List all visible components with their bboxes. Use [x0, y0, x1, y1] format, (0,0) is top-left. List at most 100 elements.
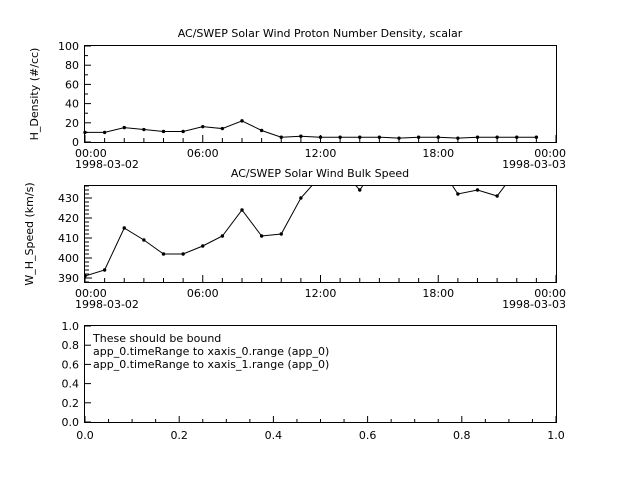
data-point — [161, 252, 166, 256]
panel-speed-yaxis-minor-ticks — [85, 185, 89, 283]
panel-density-title: AC/SWEP Solar Wind Proton Number Density… — [178, 27, 463, 40]
xtick-label: 06:00 — [187, 147, 219, 160]
data-point — [83, 130, 87, 135]
panel-density-series-line — [85, 120, 537, 139]
xtick-label: 0.0 — [76, 429, 94, 442]
data-point — [279, 135, 283, 139]
xtick-label: 06:00 — [187, 287, 219, 300]
data-point — [299, 196, 303, 200]
ytick-label: 0.6 — [62, 358, 80, 371]
data-point — [142, 127, 146, 132]
panel-speed-yaxis[interactable]: 390 400 410 420 430 — [58, 192, 92, 285]
ytick-label: 80 — [65, 59, 79, 72]
data-point — [102, 130, 107, 135]
data-point — [85, 274, 87, 278]
ytick-label: 0.4 — [62, 378, 80, 391]
panel-speed-title: AC/SWEP Solar Wind Bulk Speed — [231, 167, 409, 180]
data-point — [181, 129, 185, 134]
panel-speed-series-markers — [85, 188, 499, 278]
panel-annotations-xtick-labels: 0.0 0.2 0.4 0.6 0.8 1.0 — [76, 429, 565, 442]
data-point — [240, 119, 244, 123]
ytick-label: 410 — [58, 232, 79, 245]
data-point — [515, 135, 519, 139]
data-point — [220, 234, 225, 238]
annotation-line-0: These should be bound — [92, 332, 221, 345]
data-point — [201, 124, 205, 129]
xtick-label: 0.8 — [453, 429, 471, 442]
data-point — [220, 126, 225, 131]
data-point — [181, 252, 185, 256]
data-point — [377, 135, 382, 139]
data-point — [475, 135, 480, 139]
xtick-sublabel: 1998-03-02 — [75, 158, 139, 171]
panel-speed-series-line — [85, 186, 506, 277]
panel-speed-xaxis[interactable] — [84, 275, 557, 282]
xtick-sublabel: 1998-03-03 — [502, 298, 566, 311]
data-point — [240, 208, 244, 212]
ytick-label: 60 — [65, 78, 79, 91]
data-point — [161, 129, 166, 134]
annotation-line-2: app_0.timeRange to xaxis_1.range (app_0) — [93, 358, 329, 371]
data-point — [358, 188, 362, 192]
data-point — [318, 135, 323, 139]
data-point — [259, 128, 264, 133]
data-point — [122, 125, 126, 130]
xtick-sublabel: 1998-03-02 — [75, 298, 139, 311]
data-point — [475, 188, 480, 192]
data-point — [534, 135, 539, 139]
data-point — [259, 234, 264, 238]
ytick-label: 400 — [58, 252, 79, 265]
xtick-label: 0.6 — [359, 429, 377, 442]
data-point — [299, 134, 303, 138]
ytick-label: 390 — [58, 272, 79, 285]
panel-annotations-xaxis[interactable] — [84, 416, 557, 422]
data-point — [495, 135, 499, 139]
data-point — [495, 194, 499, 198]
ytick-label: 0.2 — [62, 397, 80, 410]
data-point — [142, 238, 146, 242]
panel-density-ylabel: H_Density (#/cc) — [28, 48, 41, 141]
xtick-sublabel: 1998-03-03 — [502, 158, 566, 171]
panel-density-yaxis[interactable]: 0 20 40 60 80 100 — [58, 40, 91, 149]
ytick-label: 0.0 — [62, 416, 80, 429]
data-point — [416, 135, 421, 139]
ytick-label: 20 — [65, 117, 79, 130]
panel-annotations[interactable]: 0.0 0.2 0.4 0.6 0.8 1.0 0.0 0.2 0.4 0.6 0.8 1.0 Th… — [62, 320, 565, 442]
xtick-label: 00:00 — [75, 147, 107, 160]
data-point — [397, 136, 401, 140]
panel-annotations-frame — [84, 325, 557, 423]
xtick-label: 00:00 — [534, 287, 566, 300]
data-point — [279, 232, 283, 236]
xtick-label: 0.2 — [170, 429, 188, 442]
xtick-label: 00:00 — [534, 147, 566, 160]
panel-speed[interactable]: AC/SWEP Solar Wind Bulk Speed W_H_Speed … — [23, 154, 566, 311]
panel-annotations-yaxis[interactable]: 0.0 0.2 0.4 0.6 0.8 1.0 — [62, 320, 92, 429]
ytick-label: 100 — [58, 40, 79, 53]
ytick-label: 420 — [58, 212, 79, 225]
xtick-label: 18:00 — [422, 147, 454, 160]
annotation-line-1: app_0.timeRange to xaxis_0.range (app_0) — [93, 345, 329, 358]
panel-density-frame — [84, 45, 557, 143]
ytick-label: 0 — [72, 136, 79, 149]
panel-speed-frame — [84, 185, 557, 283]
ytick-label: 40 — [65, 98, 79, 111]
data-point — [102, 268, 107, 272]
data-point — [456, 192, 460, 196]
xtick-label: 12:00 — [305, 287, 337, 300]
xtick-label: 0.4 — [265, 429, 283, 442]
data-point — [436, 135, 440, 139]
ytick-label: 0.8 — [62, 339, 80, 352]
data-point — [122, 226, 126, 230]
data-point — [456, 136, 460, 140]
ytick-label: 1.0 — [62, 320, 80, 333]
xtick-label: 18:00 — [422, 287, 454, 300]
xtick-label: 12:00 — [305, 147, 337, 160]
data-point — [358, 135, 362, 139]
panel-density-series-markers — [83, 119, 539, 140]
ytick-label: 430 — [58, 192, 79, 205]
panel-density[interactable]: AC/SWEP Solar Wind Proton Number Density… — [28, 27, 566, 171]
